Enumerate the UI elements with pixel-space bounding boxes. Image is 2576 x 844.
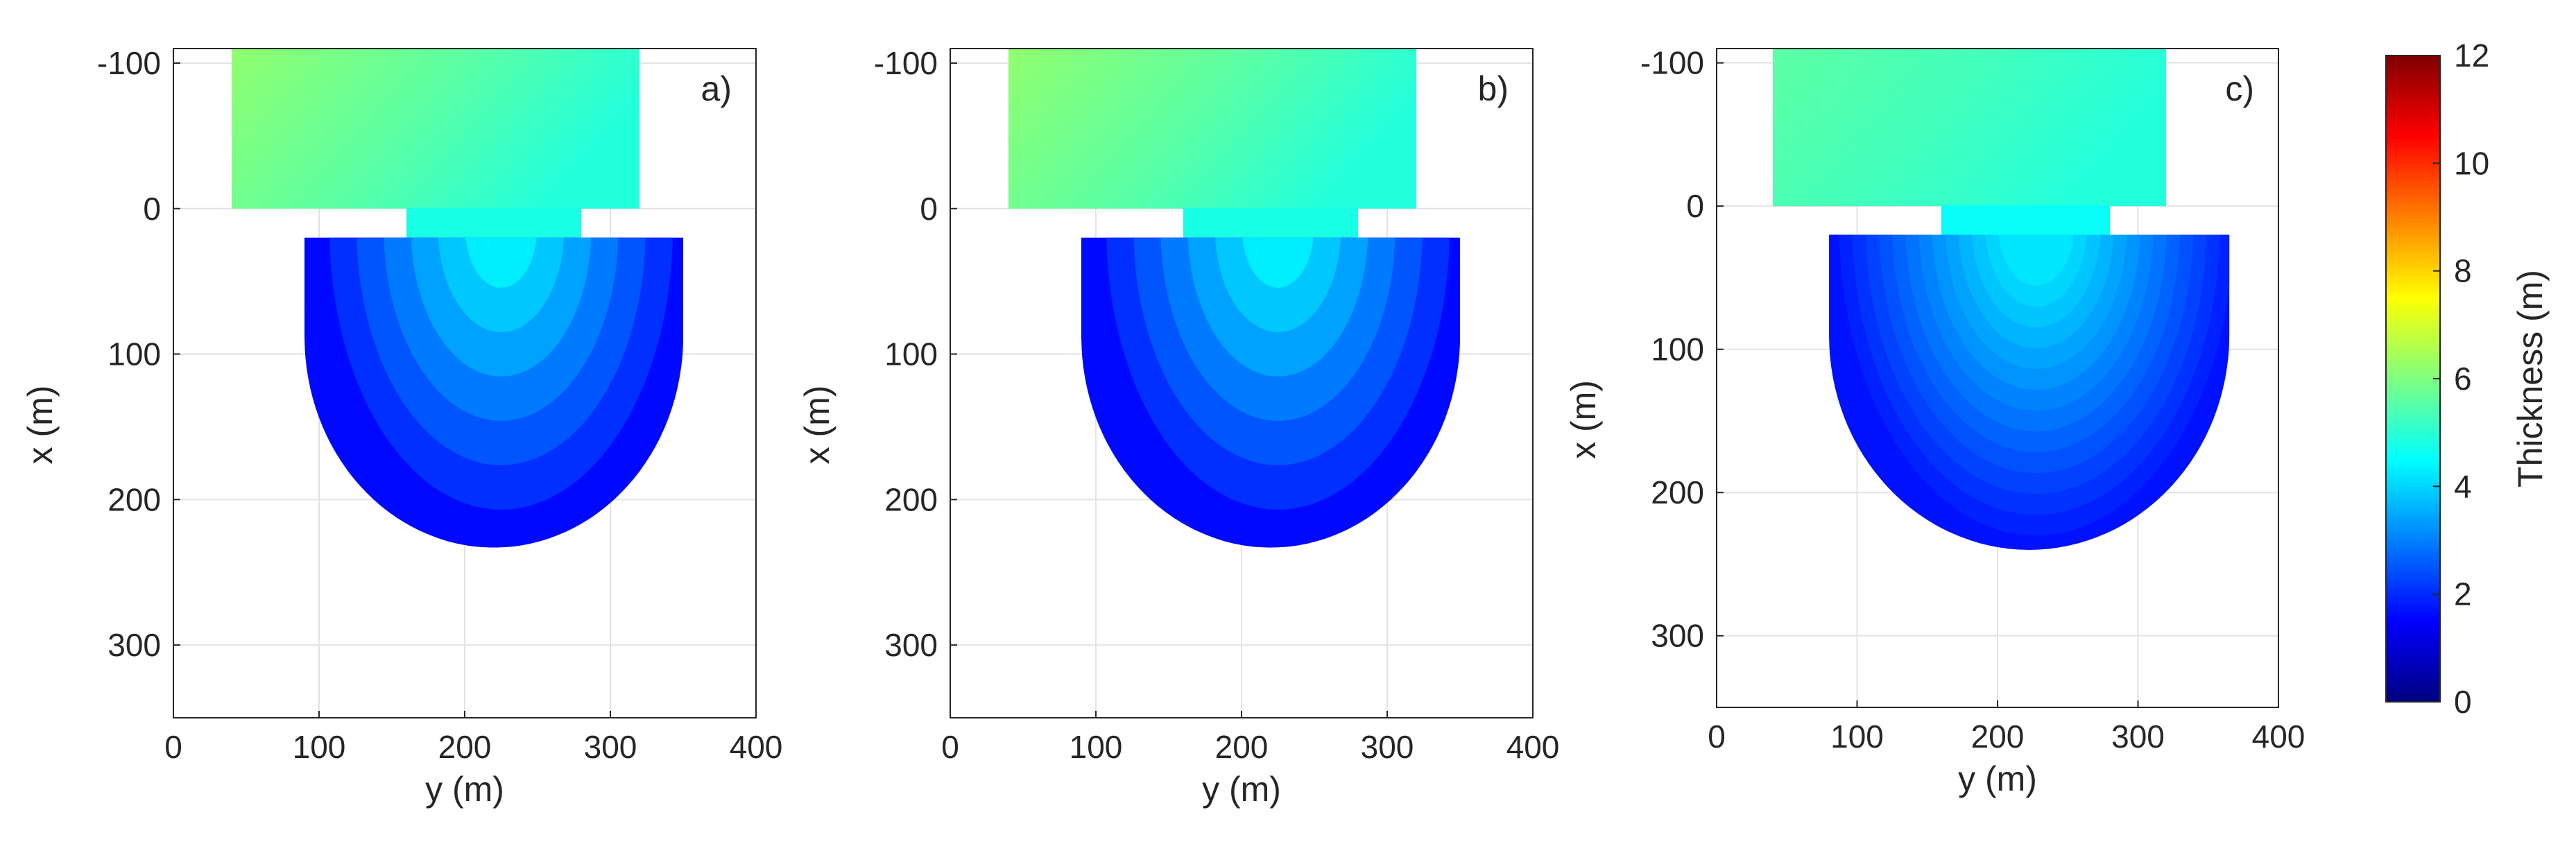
y-tick-label: 100 bbox=[884, 336, 938, 372]
fan-contour bbox=[1214, 237, 1341, 332]
x-tick-label: 400 bbox=[1506, 729, 1560, 765]
x-tick-label: 300 bbox=[2111, 718, 2165, 755]
y-tick-label: -100 bbox=[1640, 45, 1704, 81]
y-axis-label: x (m) bbox=[798, 386, 836, 465]
fan-region bbox=[1081, 237, 1460, 548]
fan-contour bbox=[1242, 237, 1314, 288]
y-tick-label: 0 bbox=[1686, 188, 1704, 224]
colorbar-tick-label: 4 bbox=[2454, 468, 2472, 504]
y-tick-label: 0 bbox=[143, 191, 161, 227]
y-tick-label: 300 bbox=[108, 627, 161, 663]
y-axis-label: x (m) bbox=[21, 386, 60, 465]
colorbar-gradient bbox=[2385, 55, 2441, 703]
channel-region bbox=[1183, 207, 1358, 239]
y-tick-label: 200 bbox=[108, 481, 161, 517]
panel-label: a) bbox=[701, 69, 732, 108]
y-tick-label: 100 bbox=[1651, 331, 1704, 368]
y-tick-label: 300 bbox=[1651, 618, 1704, 654]
x-tick-label: 200 bbox=[1215, 729, 1269, 765]
x-tick-label: 200 bbox=[438, 729, 492, 765]
fan-region bbox=[304, 237, 683, 548]
reservoir-region bbox=[1008, 49, 1416, 209]
x-tick-label: 100 bbox=[1070, 729, 1123, 765]
reservoir-region bbox=[1773, 49, 2166, 207]
channel-region bbox=[406, 207, 581, 239]
reservoir-region bbox=[232, 49, 639, 209]
y-tick-label: -100 bbox=[874, 45, 938, 81]
y-tick-label: -100 bbox=[97, 45, 161, 81]
panel-label: b) bbox=[1478, 69, 1509, 108]
x-tick-label: 300 bbox=[1361, 729, 1414, 765]
y-tick-label: 200 bbox=[884, 481, 938, 517]
x-tick-label: 0 bbox=[164, 729, 182, 765]
channel-region bbox=[1941, 205, 2110, 236]
y-tick-label: 200 bbox=[1651, 474, 1704, 510]
y-tick-label: 0 bbox=[920, 191, 938, 227]
colorbar: 0 2 4 6 8 10 12 Thickness (m) bbox=[2385, 37, 2550, 720]
x-tick-label: 200 bbox=[1971, 718, 2025, 755]
panel-3: 0 100 200 300 400 -100 0 100 200 300 y (m) x (m) c) bbox=[1564, 45, 2305, 798]
x-tick-label: 400 bbox=[2252, 718, 2305, 755]
panel-label: c) bbox=[2225, 69, 2254, 108]
y-tick-label: 300 bbox=[884, 627, 938, 663]
fan-contour bbox=[1187, 237, 1368, 377]
y-axis-label: x (m) bbox=[1564, 380, 1603, 459]
x-tick-label: 300 bbox=[584, 729, 637, 765]
y-tick-label: 100 bbox=[108, 336, 161, 372]
fan-contour bbox=[411, 237, 592, 377]
fan-region bbox=[1829, 234, 2230, 550]
colorbar-tick-label: 10 bbox=[2454, 145, 2489, 181]
fan-contour bbox=[465, 237, 538, 288]
colorbar-tick-label: 6 bbox=[2454, 361, 2472, 397]
panel-1: 0 100 200 300 400 -100 0 100 200 300 y (m) x (m) a) bbox=[21, 45, 783, 809]
colorbar-tick-label: 0 bbox=[2454, 684, 2472, 720]
fan-contour bbox=[438, 237, 565, 332]
x-tick-label: 400 bbox=[730, 729, 783, 765]
x-tick-label: 0 bbox=[941, 729, 959, 765]
fan-contour bbox=[1998, 234, 2075, 286]
colorbar-tick-label: 2 bbox=[2454, 576, 2472, 612]
x-tick-label: 0 bbox=[1708, 718, 1726, 755]
x-axis-label: y (m) bbox=[1958, 759, 2037, 798]
colorbar-label: Thickness (m) bbox=[2511, 270, 2550, 488]
x-tick-label: 100 bbox=[293, 729, 346, 765]
x-axis-label: y (m) bbox=[425, 770, 504, 809]
x-tick-label: 100 bbox=[1830, 718, 1884, 755]
colorbar-tick-label: 12 bbox=[2454, 37, 2489, 74]
x-axis-label: y (m) bbox=[1202, 770, 1281, 809]
panel-2: 0 100 200 300 400 -100 0 100 200 300 y (m) x (m) b) bbox=[798, 45, 1560, 809]
colorbar-tick-label: 8 bbox=[2454, 253, 2472, 289]
